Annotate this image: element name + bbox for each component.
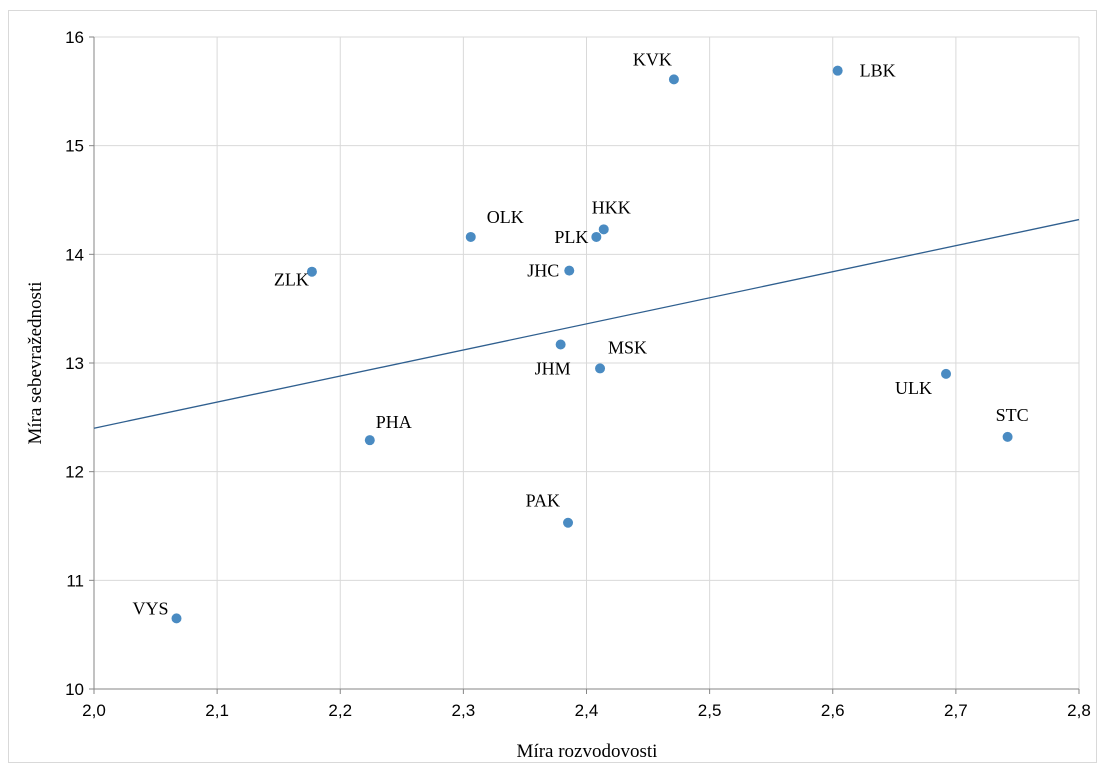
- point-label-vys: VYS: [132, 598, 168, 618]
- y-tick-label: 14: [65, 245, 84, 264]
- x-tick-label: 2,4: [575, 701, 599, 720]
- data-point-zlk: [306, 266, 317, 277]
- point-label-zlk: ZLK: [274, 270, 309, 290]
- axes: [89, 36, 1080, 694]
- x-tick-label: 2,2: [328, 701, 352, 720]
- data-point-jhm: [555, 339, 566, 350]
- trendline: [93, 218, 1080, 429]
- x-tick-label: 2,5: [698, 701, 722, 720]
- x-tick-label: 2,6: [821, 701, 845, 720]
- data-point-stc: [1002, 431, 1013, 442]
- y-axis-title: Míra sebevražednosti: [25, 281, 46, 444]
- point-label-plk: PLK: [554, 227, 588, 247]
- data-point-pha: [364, 435, 375, 446]
- data-point-jhc: [564, 265, 575, 276]
- data-point-msk: [595, 363, 606, 374]
- y-tick-label: 12: [65, 463, 84, 482]
- y-tick-label: 16: [65, 28, 84, 47]
- point-label-jhm: JHM: [535, 359, 571, 379]
- y-tick-label: 11: [66, 571, 84, 590]
- point-label-lbk: LBK: [860, 61, 896, 81]
- x-tick-label: 2,3: [452, 701, 476, 720]
- data-point-plk: [591, 231, 602, 242]
- point-label-jhc: JHC: [527, 261, 559, 281]
- point-label-olk: OLK: [487, 207, 524, 227]
- y-tick-label: 10: [65, 680, 84, 699]
- data-point-olk: [465, 231, 476, 242]
- y-tick-label: 15: [65, 137, 84, 156]
- data-point-kvk: [668, 74, 679, 85]
- x-tick-label: 2,0: [82, 701, 106, 720]
- point-label-pak: PAK: [526, 491, 560, 511]
- data-point-pak: [563, 517, 574, 528]
- x-axis-title: Míra rozvodovosti: [517, 741, 658, 762]
- data-point-ulk: [941, 368, 952, 379]
- x-tick-label: 2,8: [1067, 701, 1091, 720]
- point-label-kvk: KVK: [633, 49, 672, 69]
- point-label-ulk: ULK: [895, 378, 932, 398]
- x-tick-label: 2,1: [205, 701, 229, 720]
- point-label-msk: MSK: [608, 337, 647, 357]
- y-tick-label: 13: [65, 354, 84, 373]
- data-point-lbk: [832, 65, 843, 76]
- tick-labels: 2,0 2,1 2,2 2,3 2,4 2,5 2,6 2,7 2,8 10 11 12 13 14 15 1…: [65, 28, 1091, 720]
- point-label-hkk: HKK: [592, 197, 631, 217]
- data-points: [171, 65, 1013, 624]
- data-point-hkk: [598, 224, 609, 235]
- chart-frame: [8, 10, 1097, 763]
- point-label-stc: STC: [996, 405, 1029, 425]
- trendline-layer: [93, 218, 1080, 429]
- x-tick-label: 2,7: [944, 701, 968, 720]
- data-point-vys: [171, 613, 182, 624]
- grid-lines: [93, 36, 1080, 690]
- point-label-pha: PHA: [376, 412, 412, 432]
